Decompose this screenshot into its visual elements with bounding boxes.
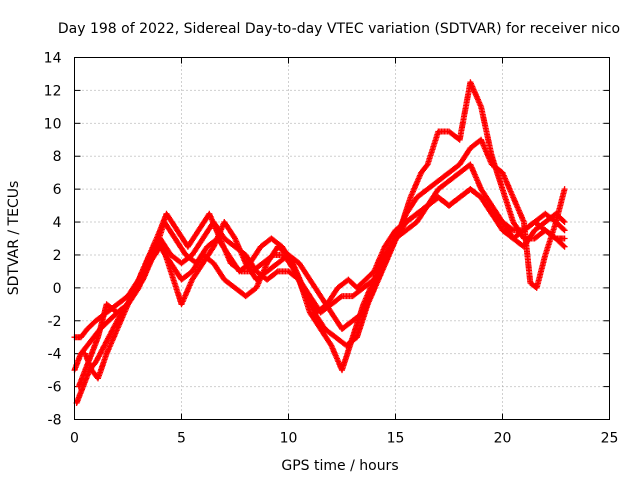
series-track-4 — [82, 136, 568, 382]
y-tick-label: 14 — [44, 51, 62, 67]
y-tick-label: 6 — [53, 182, 62, 198]
x-tick-label: 20 — [494, 431, 512, 447]
data-point — [561, 219, 568, 225]
y-tick-label: -2 — [48, 314, 62, 330]
x-tick-label: 15 — [387, 431, 405, 447]
x-tick-label: 0 — [70, 431, 79, 447]
data-point — [560, 226, 567, 233]
data-point — [560, 242, 567, 249]
data-point — [561, 227, 568, 234]
data-point — [561, 243, 568, 250]
x-tick-label: 5 — [177, 431, 186, 447]
y-tick-label: 8 — [53, 149, 62, 165]
y-tick-label: 12 — [44, 83, 62, 99]
data-point — [509, 226, 515, 233]
y-tick-label: 10 — [44, 116, 62, 132]
x-tick-label: 10 — [280, 431, 298, 447]
y-axis-label: SDTVAR / TECUs — [6, 181, 22, 296]
y-tick-label: -8 — [48, 413, 62, 429]
data-point — [561, 235, 568, 242]
data-point — [561, 186, 568, 193]
y-tick-label: 4 — [53, 215, 62, 231]
data-point — [560, 218, 567, 224]
chart-title: Day 198 of 2022, Sidereal Day-to-day VTE… — [58, 21, 620, 37]
data-points — [71, 79, 568, 406]
x-tick-label: 25 — [601, 431, 619, 447]
x-axis-ticks: 0 5 10 15 20 25 — [70, 57, 619, 447]
y-tick-label: 0 — [53, 281, 62, 297]
series-track-3 — [73, 79, 568, 406]
plot-frame — [74, 57, 610, 420]
x-axis-label: GPS time / hours — [281, 458, 398, 474]
y-tick-label: -4 — [48, 347, 62, 363]
data-point — [273, 269, 280, 276]
data-point — [337, 294, 344, 300]
y-tick-label: 2 — [53, 248, 62, 264]
series-track-5 — [75, 186, 568, 390]
y-tick-label: -6 — [48, 380, 62, 396]
